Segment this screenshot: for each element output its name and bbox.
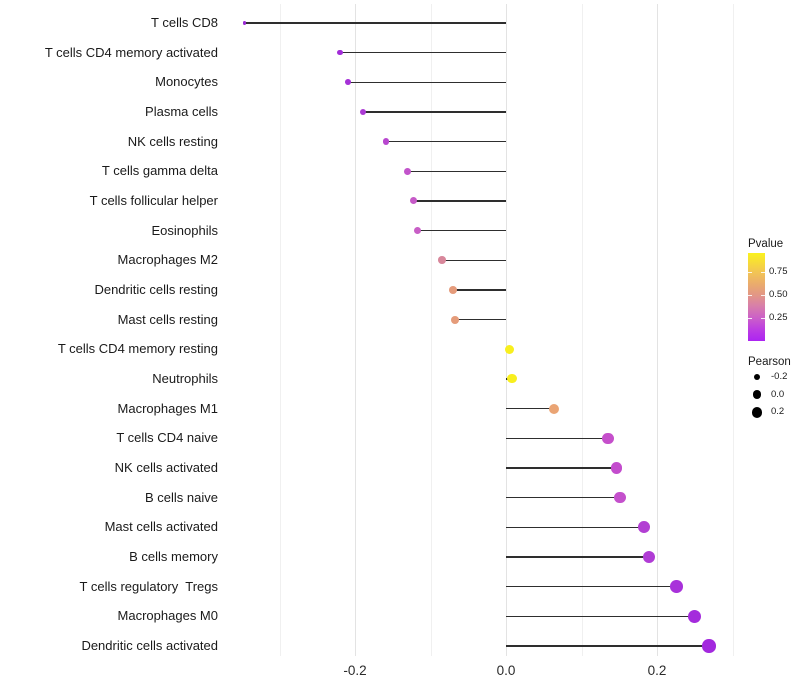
lollipop-dot: [438, 256, 446, 265]
gridline-minor: [732, 4, 734, 656]
pvalue-legend-title: Pvalue: [748, 238, 784, 250]
lollipop-segment: [506, 556, 649, 558]
lollipop-dot: [610, 462, 622, 474]
lollipop-segment: [506, 526, 645, 528]
colorbar-tick: [748, 271, 752, 273]
y-axis-label: T cells CD4 memory activated: [44, 44, 218, 60]
lollipop-segment: [506, 615, 695, 617]
lollipop-dot: [345, 79, 352, 86]
y-axis-label: T cells CD8: [151, 15, 218, 30]
pearson-size-label: 0.0: [771, 388, 785, 400]
y-axis-label: T cells follicular helper: [89, 192, 218, 208]
lollipop-segment: [417, 229, 506, 232]
lollipop-dot: [382, 138, 390, 145]
y-axis-label: NK cells activated: [114, 459, 218, 475]
colorbar-tick: [748, 317, 752, 319]
gridline-major: [506, 4, 507, 656]
y-axis-label: Mast cells resting: [117, 311, 218, 327]
lollipop-dot: [414, 227, 422, 235]
y-axis-label: Dendritic cells resting: [94, 281, 218, 297]
lollipop-segment: [407, 170, 506, 172]
gridline-minor: [581, 4, 583, 656]
pvalue-colorbar: [748, 253, 765, 341]
y-axis-label: Plasma cells: [145, 103, 218, 119]
colorbar-tick: [761, 294, 765, 296]
y-axis-label: Macrophages M2: [117, 252, 218, 268]
lollipop-dot: [670, 580, 683, 593]
y-axis-label: B cells memory: [129, 548, 218, 564]
lollipop-dot: [505, 344, 515, 354]
pvalue-legend: Pvalue 0.75 0.50 0.25: [748, 238, 800, 341]
plot-panel: [226, 4, 737, 656]
pearson-size-dot: [753, 373, 761, 381]
gridline-minor: [430, 4, 432, 656]
lollipop-segment: [441, 259, 506, 261]
lollipop-segment: [506, 407, 555, 410]
y-axis-label: T cells CD4 naive: [116, 430, 218, 446]
lollipop-dot: [403, 167, 411, 175]
lollipop-segment: [363, 111, 506, 113]
lollipop-dot: [702, 639, 716, 653]
y-axis-label: T cells gamma delta: [101, 163, 218, 179]
y-axis-label: Mast cells activated: [104, 519, 218, 535]
lollipop-segment: [339, 51, 506, 54]
y-axis-label: B cells naive: [145, 489, 218, 505]
y-axis-label: Macrophages M0: [117, 608, 218, 624]
colorbar-tick-label: 0.75: [769, 265, 788, 277]
lollipop-dot: [642, 550, 655, 563]
lollipop-segment: [506, 437, 608, 439]
y-axis-label: Monocytes: [155, 74, 218, 90]
x-axis-tick-label: 0.2: [647, 663, 667, 678]
x-axis-tick-label: 0.0: [496, 663, 516, 678]
y-axis-label: Dendritic cells activated: [81, 637, 218, 653]
x-axis-tick-label: -0.2: [343, 663, 367, 678]
lollipop-segment: [453, 289, 506, 291]
lollipop-segment: [506, 645, 710, 647]
lollipop-dot: [450, 315, 459, 324]
lollipop-dot: [337, 49, 343, 56]
pearson-size-label: -0.2: [771, 371, 788, 382]
lollipop-segment: [413, 200, 506, 202]
lollipop-segment: [454, 318, 506, 321]
lollipop-dot: [688, 609, 702, 623]
y-axis-label: Eosinophils: [151, 222, 219, 238]
pearson-size-dot: [752, 390, 762, 399]
colorbar-tick: [761, 317, 765, 319]
pearson-size-label: 0.2: [771, 406, 785, 418]
lollipop-segment: [506, 585, 677, 588]
colorbar-tick: [761, 271, 765, 273]
gridline-major: [355, 4, 356, 656]
lollipop-segment: [506, 467, 617, 469]
lollipop-dot: [602, 432, 614, 444]
lollipop-dot: [507, 374, 517, 384]
lollipop-segment: [385, 140, 506, 143]
lollipop-segment: [244, 22, 506, 24]
y-axis-label: NK cells resting: [127, 133, 218, 149]
colorbar-tick-label: 0.25: [769, 311, 788, 323]
y-axis-label: T cells regulatory Tregs: [79, 578, 218, 594]
lollipop-segment: [506, 496, 620, 499]
y-axis-label: T cells CD4 memory resting: [57, 341, 218, 357]
colorbar-tick-label: 0.50: [769, 288, 788, 300]
gridline-minor: [279, 4, 281, 656]
lollipop-dot: [614, 491, 626, 504]
y-axis-label: Macrophages M1: [117, 400, 218, 416]
lollipop-dot: [638, 521, 651, 534]
lollipop-dot: [549, 403, 560, 414]
lollipop-dot: [449, 286, 458, 294]
lollipop-dot: [410, 197, 418, 205]
lollipop-dot: [243, 21, 247, 25]
colorbar-tick: [748, 294, 752, 296]
y-axis-label: Neutrophils: [152, 370, 218, 386]
pearson-legend-title: Pearson: [748, 356, 791, 368]
pearson-size-dot: [751, 407, 763, 418]
lollipop-segment: [348, 81, 506, 83]
pearson-legend: Pearson -0.2 0.0 0.2: [748, 356, 800, 418]
lollipop-dot: [360, 108, 367, 115]
gridline-major: [657, 4, 658, 656]
